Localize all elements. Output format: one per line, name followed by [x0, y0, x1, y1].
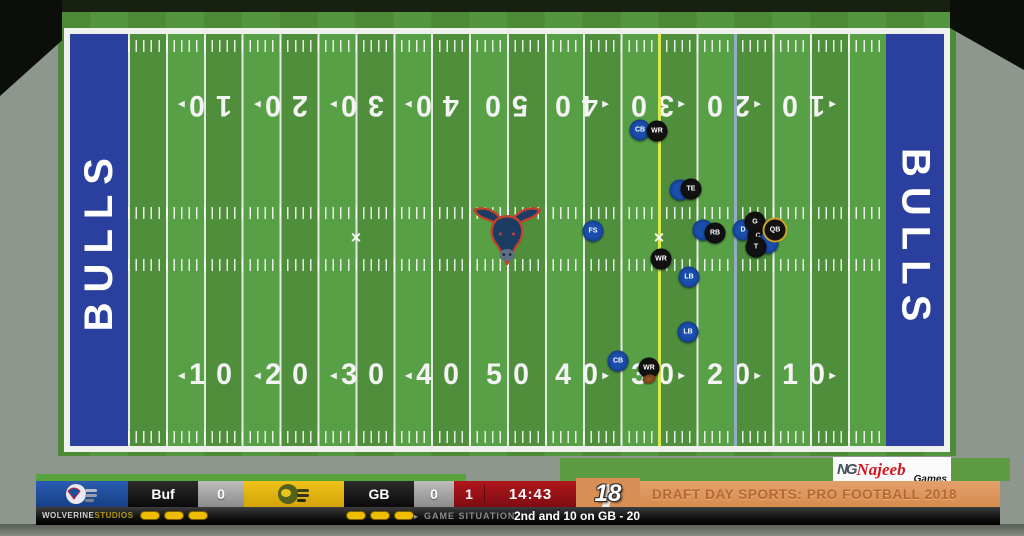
studio-wordmark: WOLVERINESTUDIOS	[42, 511, 133, 520]
endzone-left: BULLS	[70, 34, 128, 446]
home-helmet-panel	[244, 481, 344, 507]
endzone-right: BULLS	[886, 34, 944, 446]
field-x-mark-left: ✕	[350, 229, 362, 246]
info-bar: WOLVERINESTUDIOS ▸ GAME SITUATION 2nd an…	[36, 507, 1000, 525]
yard-number-10: ◂ 1 0	[782, 89, 836, 122]
endzone-right-label: BULLS	[893, 148, 938, 332]
yard-number-40: ◂ 4 0	[405, 358, 459, 391]
first-down-line	[658, 34, 661, 446]
player-marker-LB-defense: LB	[678, 266, 700, 288]
endzone-left-label: BULLS	[76, 148, 121, 332]
clock-panel: 1 14:43	[454, 481, 576, 507]
field-x-mark-right: ✕	[653, 229, 665, 246]
field-boundary-line	[64, 28, 950, 452]
sideline-ticks-top	[128, 40, 886, 52]
home-helmet-icon	[278, 484, 309, 504]
stadium-corner-left	[0, 0, 62, 96]
player-marker-T-offense: T	[745, 236, 767, 258]
yard-number-20: 2 0 ▸	[707, 358, 761, 391]
stadium-corner-right	[950, 0, 1024, 70]
away-team-score: 0	[198, 481, 244, 507]
home-team-name: GB	[344, 481, 414, 507]
timeout-pill	[140, 511, 160, 520]
timeout-pill	[164, 511, 184, 520]
away-timeouts	[140, 511, 208, 520]
situation-label: GAME SITUATION	[424, 511, 516, 521]
yard-number-30: ◂ 3 0	[330, 358, 384, 391]
away-helmet-panel	[36, 481, 128, 507]
timeout-pill	[394, 511, 414, 520]
player-marker-G-offense: G	[744, 211, 766, 233]
quarter-indicator: 1	[465, 486, 473, 502]
timeout-pill	[370, 511, 390, 520]
home-timeouts	[346, 511, 414, 520]
player-marker-WR-offense: WR	[650, 248, 672, 270]
yard-number-10: 1 0 ▸	[178, 89, 232, 122]
player-marker-TE-offense: TE	[680, 178, 702, 200]
clock-divider	[484, 485, 485, 503]
yard-number-40: ◂ 4 0	[555, 89, 609, 122]
game-clock: 14:43	[508, 485, 553, 503]
yard-number-10: 1 0 ▸	[782, 358, 836, 391]
player-marker-WR-offense: WR	[638, 357, 660, 379]
player-marker-CB-defense: CB	[607, 350, 629, 372]
background-grass-left	[36, 474, 466, 481]
player-marker-FS-defense: FS	[582, 220, 604, 242]
yard-number-20: 2 0 ▸	[254, 89, 308, 122]
hashmarks-upper	[128, 207, 886, 219]
line-of-scrimmage	[734, 34, 737, 446]
away-team-name: Buf	[128, 481, 198, 507]
sideline-ticks-bottom	[128, 431, 886, 443]
publisher-logo: NG Najeeb Games	[833, 457, 951, 485]
scoreboard: Buf 0 GB 0 1 14:43 18 DRAFT DAY SPORTS: …	[0, 478, 1024, 509]
stadium-top-strip	[0, 0, 1024, 12]
publisher-name: Najeeb	[856, 459, 906, 479]
studio-name-primary: WOLVERINE	[42, 511, 95, 520]
yard-number-30: 3 0 ▸	[330, 89, 384, 122]
player-marker-WR-offense: WR	[646, 120, 668, 142]
game-title-banner: DRAFT DAY SPORTS: PRO FOOTBALL 2018	[640, 481, 1000, 507]
studio-name-secondary: STUDIOS	[94, 511, 134, 520]
publisher-monogram-icon: NG	[837, 461, 857, 478]
timeout-pill	[188, 511, 208, 520]
background-bottom-strip	[0, 524, 1024, 536]
midfield-bull-logo	[472, 207, 542, 266]
situation-text: 2nd and 10 on GB - 20	[514, 509, 641, 523]
logo-number: 18	[594, 479, 622, 507]
player-marker-QB-offense: QB	[764, 219, 786, 241]
game-version-logo: 18	[576, 478, 640, 509]
yard-number-40: 4 0 ▸	[555, 358, 609, 391]
player-marker-RB-offense: RB	[704, 222, 726, 244]
yard-number-10: ◂ 1 0	[178, 358, 232, 391]
player-marker-CB-defense: CB	[629, 119, 651, 141]
yard-number-40: 4 0 ▸	[405, 89, 459, 122]
away-helmet-icon	[66, 484, 97, 504]
situation-arrow-icon: ▸	[414, 512, 419, 521]
timeout-pill	[346, 511, 366, 520]
player-marker-LB-defense: LB	[677, 321, 699, 343]
yard-number-20: ◂ 2 0	[254, 358, 308, 391]
home-team-score: 0	[414, 481, 454, 507]
publisher-sub-label: Games	[913, 474, 947, 485]
